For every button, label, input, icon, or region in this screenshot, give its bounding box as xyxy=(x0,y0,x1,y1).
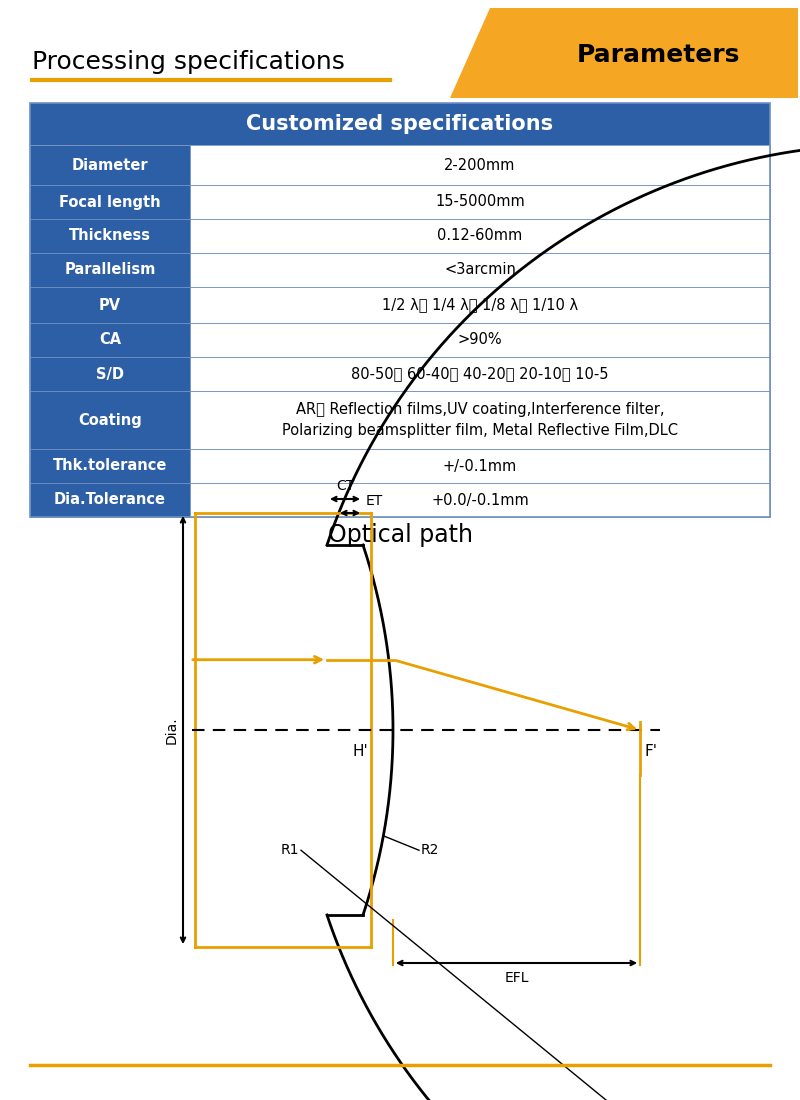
Text: Processing specifications: Processing specifications xyxy=(32,50,345,74)
FancyBboxPatch shape xyxy=(30,287,190,323)
FancyBboxPatch shape xyxy=(190,323,770,358)
Text: Dia.Tolerance: Dia.Tolerance xyxy=(54,493,166,507)
Text: Thickness: Thickness xyxy=(69,229,151,243)
Text: ET: ET xyxy=(366,494,383,508)
Text: 2-200mm: 2-200mm xyxy=(444,157,516,173)
FancyBboxPatch shape xyxy=(190,253,770,287)
Text: Focal length: Focal length xyxy=(59,195,161,209)
FancyBboxPatch shape xyxy=(30,103,770,145)
Text: CT: CT xyxy=(336,478,354,493)
Text: 0.12-60mm: 0.12-60mm xyxy=(438,229,522,243)
Text: AR、 Reflection films,UV coating,Interference filter,
Polarizing beamsplitter fil: AR、 Reflection films,UV coating,Interfer… xyxy=(282,402,678,438)
Text: Thk.tolerance: Thk.tolerance xyxy=(53,459,167,473)
FancyBboxPatch shape xyxy=(30,145,190,185)
FancyBboxPatch shape xyxy=(190,219,770,253)
Text: Coating: Coating xyxy=(78,412,142,428)
Text: Diameter: Diameter xyxy=(72,157,148,173)
Text: F': F' xyxy=(644,744,657,759)
Text: <3arcmin: <3arcmin xyxy=(444,263,516,277)
Polygon shape xyxy=(450,8,798,98)
Text: Parameters: Parameters xyxy=(576,43,740,67)
FancyBboxPatch shape xyxy=(30,449,190,483)
FancyBboxPatch shape xyxy=(190,358,770,390)
FancyBboxPatch shape xyxy=(190,287,770,323)
FancyBboxPatch shape xyxy=(30,358,190,390)
FancyBboxPatch shape xyxy=(190,390,770,449)
Text: Parallelism: Parallelism xyxy=(64,263,156,277)
Text: +/-0.1mm: +/-0.1mm xyxy=(443,459,517,473)
FancyBboxPatch shape xyxy=(30,323,190,358)
Text: 80-50、 60-40、 40-20、 20-10、 10-5: 80-50、 60-40、 40-20、 20-10、 10-5 xyxy=(351,366,609,382)
Text: >90%: >90% xyxy=(458,332,502,348)
Text: R1: R1 xyxy=(281,844,299,857)
FancyBboxPatch shape xyxy=(30,253,190,287)
FancyBboxPatch shape xyxy=(30,390,190,449)
Text: PV: PV xyxy=(99,297,121,312)
Text: S/D: S/D xyxy=(96,366,124,382)
FancyBboxPatch shape xyxy=(190,145,770,185)
FancyBboxPatch shape xyxy=(190,185,770,219)
Text: Optical path: Optical path xyxy=(327,522,473,547)
Text: +0.0/-0.1mm: +0.0/-0.1mm xyxy=(431,493,529,507)
Text: R2: R2 xyxy=(421,844,439,857)
FancyBboxPatch shape xyxy=(30,219,190,253)
FancyBboxPatch shape xyxy=(190,449,770,483)
Text: Dia.: Dia. xyxy=(165,716,179,744)
Text: 15-5000mm: 15-5000mm xyxy=(435,195,525,209)
FancyBboxPatch shape xyxy=(30,185,190,219)
FancyBboxPatch shape xyxy=(190,483,770,517)
Text: EFL: EFL xyxy=(504,971,529,984)
FancyBboxPatch shape xyxy=(30,483,190,517)
Text: 1/2 λ、 1/4 λ、 1/8 λ、 1/10 λ: 1/2 λ、 1/4 λ、 1/8 λ、 1/10 λ xyxy=(382,297,578,312)
Text: CA: CA xyxy=(99,332,121,348)
Text: Customized specifications: Customized specifications xyxy=(246,114,554,134)
Text: H': H' xyxy=(352,744,368,759)
